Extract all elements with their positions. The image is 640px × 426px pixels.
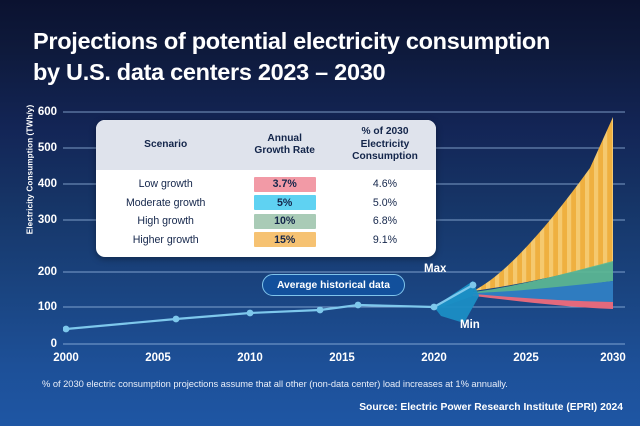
x-tick-2000: 2000 <box>53 352 79 364</box>
x-tick-2005: 2005 <box>145 352 171 364</box>
legend-rate-swatch: 3.7% <box>253 176 316 192</box>
legend-row-low-growth: Low growth 3.7% 4.6% <box>96 175 436 194</box>
legend-scenario-name: Moderate growth <box>125 196 206 209</box>
legend-pct-2030: 6.8% <box>372 215 398 228</box>
y-tick-600: 600 <box>37 106 57 118</box>
y-tick-0: 0 <box>50 338 57 350</box>
legend-header-growth-rate: Annual Growth Rate <box>254 132 315 156</box>
legend-table-body: Low growth 3.7% 4.6% Moderate growth 5% … <box>96 170 436 257</box>
band-low-growth <box>473 294 613 309</box>
legend-scenario-name: Higher growth <box>132 233 199 246</box>
x-tick-2010: 2010 <box>237 352 263 364</box>
scenario-legend-table: Scenario Annual Growth Rate % of 2030 El… <box>96 120 436 257</box>
x-tick-2025: 2025 <box>513 352 539 364</box>
legend-header-pct-2030: % of 2030 Electricity Consumption <box>352 126 418 163</box>
y-tick-100: 100 <box>37 301 57 313</box>
legend-header-scenario: Scenario <box>144 138 188 150</box>
legend-pct-2030: 4.6% <box>372 178 398 191</box>
legend-rate-swatch-wrap: 3.7% <box>235 176 334 192</box>
x-tick-2015: 2015 <box>329 352 355 364</box>
legend-rate-swatch: 5% <box>253 195 316 211</box>
legend-row-moderate-growth: Moderate growth 5% 5.0% <box>96 194 436 213</box>
y-tick-300: 300 <box>37 214 57 226</box>
page-title: Projections of potential electricity con… <box>33 28 551 85</box>
y-axis-ticks: 600 500 400 300 200 100 0 <box>0 0 57 426</box>
legend-table-header: Scenario Annual Growth Rate % of 2030 El… <box>96 120 436 170</box>
legend-pct-2030: 9.1% <box>372 233 398 246</box>
y-tick-400: 400 <box>37 178 57 190</box>
historical-data-callout: Average historical data <box>262 274 405 296</box>
x-tick-2030: 2030 <box>600 352 626 364</box>
legend-pct-2030: 5.0% <box>372 196 398 209</box>
legend-rate-swatch-wrap: 15% <box>235 232 334 248</box>
historical-data-points <box>63 281 477 333</box>
legend-rate-swatch-wrap: 10% <box>235 213 334 229</box>
legend-scenario-name: High growth <box>137 215 194 228</box>
y-tick-500: 500 <box>37 142 57 154</box>
footnote: % of 2030 electric consumption projectio… <box>42 378 508 389</box>
y-tick-200: 200 <box>37 266 57 278</box>
min-label: Min <box>460 319 480 331</box>
x-tick-2020: 2020 <box>421 352 447 364</box>
legend-rate-swatch: 15% <box>253 232 316 248</box>
legend-rate-swatch: 10% <box>253 213 316 229</box>
band-high-growth <box>473 261 613 294</box>
legend-rate-swatch-wrap: 5% <box>235 195 334 211</box>
max-label: Max <box>424 263 447 275</box>
source-credit: Source: Electric Power Research Institut… <box>359 402 623 413</box>
legend-row-higher-growth: Higher growth 15% 9.1% <box>96 231 436 250</box>
legend-row-high-growth: High growth 10% 6.8% <box>96 212 436 231</box>
legend-scenario-name: Low growth <box>138 178 193 191</box>
band-higher-growth <box>473 117 613 291</box>
